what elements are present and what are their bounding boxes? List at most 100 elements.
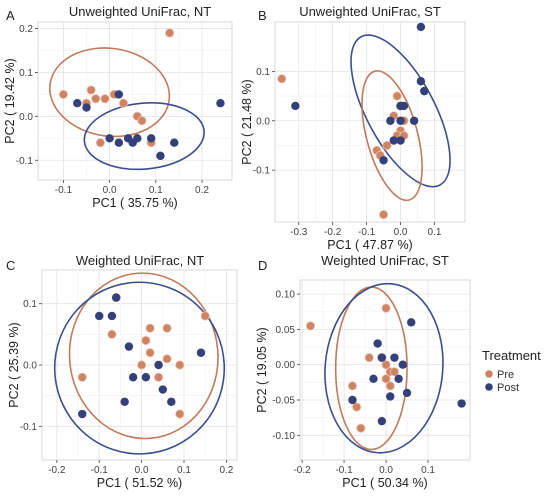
- tick-label-y: 0.0: [256, 116, 270, 127]
- point-post: [291, 101, 300, 111]
- tick-label-y: -0.05: [272, 396, 295, 407]
- tick-label-y: -0.1: [16, 156, 34, 167]
- point-pre: [153, 372, 164, 382]
- point-pre: [100, 94, 110, 104]
- point-post: [124, 342, 134, 351]
- grid: [275, 22, 465, 222]
- point-post: [111, 293, 121, 302]
- tick-label-y: -0.1: [253, 166, 271, 177]
- panel-d: -0.2 -0.1 0.0 0.1 -0.10 -0.05 0.00 0.05 0.10 PC1 …: [255, 253, 471, 490]
- tick-label-x: 0.2: [195, 185, 209, 196]
- point-pre: [305, 321, 316, 331]
- point-pre: [392, 91, 402, 101]
- point-post: [170, 138, 179, 147]
- tick-label-x: -0.2: [48, 465, 66, 476]
- panel-letter: C: [6, 258, 15, 273]
- legend-swatch-pre: [485, 370, 493, 378]
- panel-letter: A: [6, 8, 15, 23]
- point-pre: [352, 402, 362, 412]
- point-post: [390, 353, 399, 362]
- point-pre: [385, 381, 395, 391]
- tick-label-y: 0.10: [276, 290, 296, 301]
- point-pre: [58, 89, 69, 100]
- tick-label-x: 0.1: [428, 227, 442, 238]
- point-pre: [381, 303, 391, 313]
- legend-label-pre: Pre: [497, 369, 514, 381]
- point-post: [373, 339, 382, 348]
- legend-swatch-post: [485, 383, 493, 391]
- legend-label-post: Post: [497, 382, 519, 394]
- point-post: [156, 151, 165, 161]
- point-post: [386, 116, 395, 125]
- tick-label-x: 0.1: [421, 465, 435, 476]
- point-post: [420, 86, 429, 96]
- ellipse-post: [350, 34, 451, 188]
- tick-label-x: 0.2: [219, 465, 233, 476]
- panel-title: Unweighted UniFrac, NT: [69, 4, 211, 19]
- point-post: [416, 22, 426, 32]
- ellipse-post: [53, 281, 226, 455]
- plot-area: [274, 21, 466, 223]
- point-post: [416, 77, 426, 86]
- point-post: [396, 101, 405, 111]
- point-post: [167, 397, 176, 406]
- tick-label-x: 0.0: [394, 227, 408, 238]
- point-pre: [347, 381, 358, 391]
- point-post: [158, 385, 168, 394]
- point-pre: [162, 323, 172, 333]
- panel-letter: B: [258, 8, 267, 23]
- point-post: [114, 138, 124, 147]
- point-pre: [378, 209, 389, 220]
- y-axis-label: PC2 ( 25.39 %): [7, 322, 21, 407]
- point-post: [409, 116, 419, 125]
- point-post: [389, 136, 398, 145]
- point-post: [128, 138, 137, 147]
- point-pre: [389, 367, 400, 377]
- ellipse-pre: [68, 272, 219, 440]
- point-pre: [137, 360, 147, 370]
- point-post: [348, 395, 357, 405]
- ellipse-post: [324, 282, 444, 454]
- point-post: [394, 374, 403, 384]
- point-post: [386, 392, 395, 401]
- tick-label-x: 0.0: [135, 465, 149, 476]
- point-post: [120, 397, 129, 406]
- point-pre: [107, 329, 117, 339]
- tick-label-x: -0.1: [358, 227, 376, 238]
- x-axis-label: PC1 ( 51.52 %): [97, 476, 182, 490]
- tick-label-y: 0.1: [19, 68, 33, 79]
- point-post: [396, 136, 405, 145]
- point-post: [82, 103, 91, 112]
- ellipse-pre: [49, 47, 171, 138]
- y-axis-label: PC2 ( 19.05 %): [255, 327, 269, 412]
- point-post: [377, 416, 387, 426]
- x-axis-label: PC1 ( 47.87 %): [327, 238, 412, 252]
- point-pre: [145, 348, 155, 358]
- tick-label-y: 0.00: [276, 360, 296, 371]
- tick-label-y: 0.1: [23, 299, 37, 310]
- point-post: [128, 373, 138, 382]
- panel-title: Weighted UniFrac, NT: [76, 253, 204, 268]
- point-post: [107, 311, 117, 321]
- tick-label-x: 0.0: [103, 185, 117, 196]
- point-post: [146, 134, 156, 143]
- point-post: [196, 348, 206, 357]
- point-pre: [381, 360, 391, 370]
- tick-label-x: 0.1: [177, 465, 191, 476]
- point-post: [105, 134, 114, 143]
- tick-label-y: -0.10: [272, 431, 295, 442]
- tick-label-x: 0.0: [379, 465, 393, 476]
- tick-label-y: 0.1: [256, 67, 270, 78]
- point-pre: [200, 311, 210, 321]
- point-post: [78, 409, 87, 419]
- point-post: [369, 374, 378, 384]
- x-axis-label: PC1 ( 50.34 %): [342, 476, 427, 490]
- panel-title: Unweighted UniFrac, ST: [299, 4, 441, 19]
- point-pre: [145, 323, 155, 333]
- legend-title: Treatment: [482, 348, 541, 363]
- point-pre: [141, 335, 151, 346]
- point-post: [154, 360, 163, 370]
- point-pre: [86, 85, 96, 95]
